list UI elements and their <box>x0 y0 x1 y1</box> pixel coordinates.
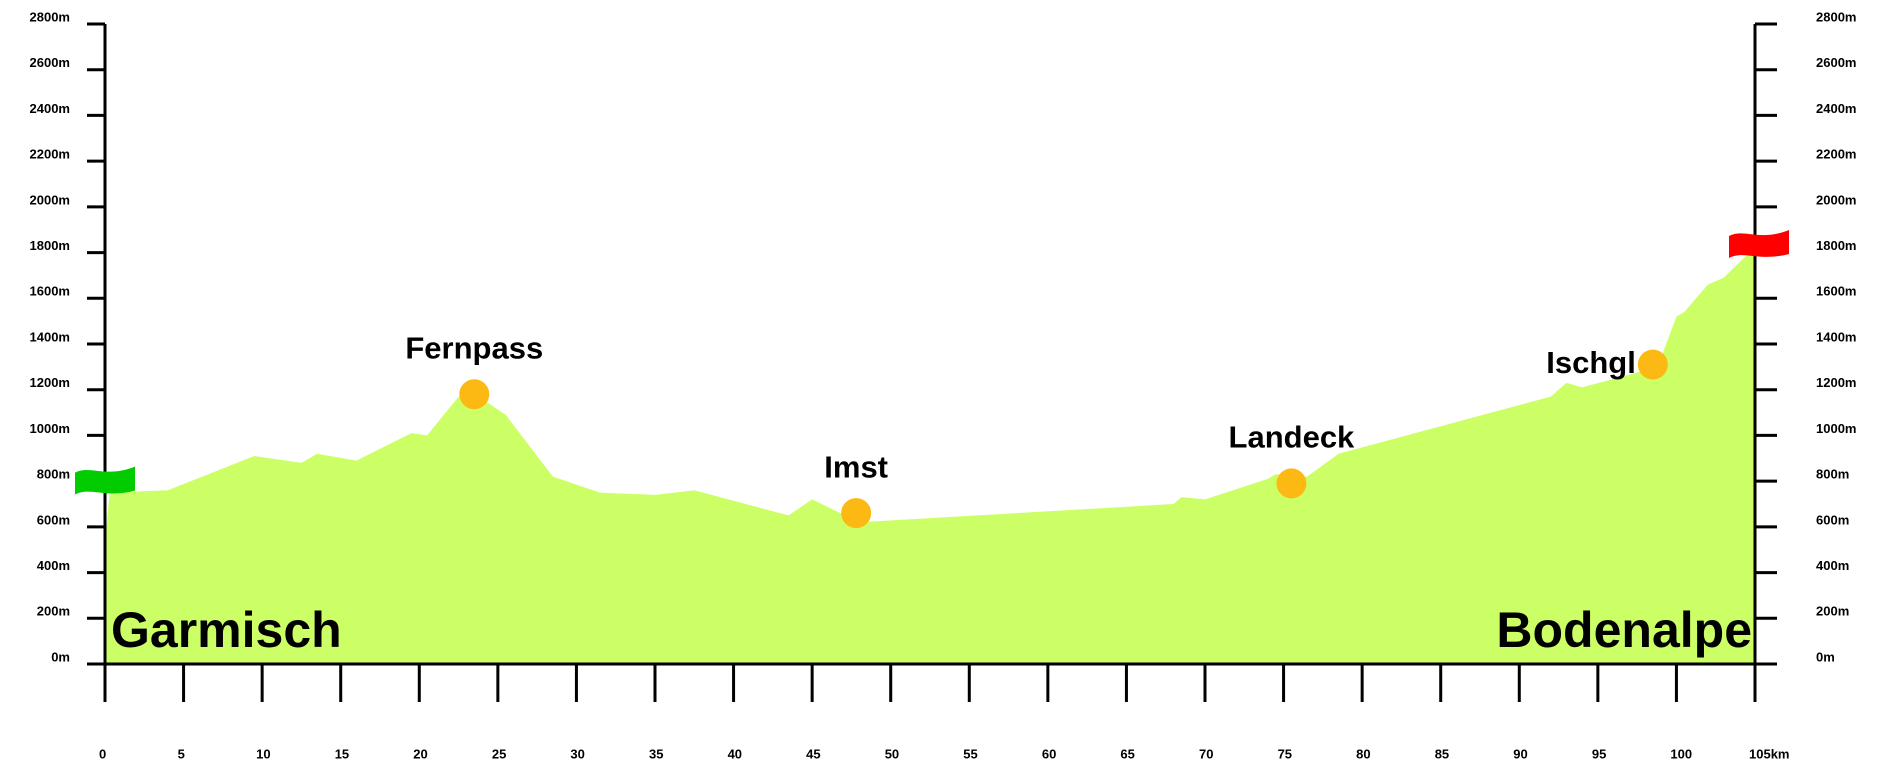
y-tick-label: 1000m <box>30 421 70 436</box>
end-label: Bodenalpe <box>1496 602 1752 658</box>
x-tick-label: 25 <box>492 746 506 761</box>
y2-tick-label: 1800m <box>1816 238 1856 253</box>
x-tick-label: 10 <box>256 746 270 761</box>
y-tick-label: 1600m <box>30 284 70 299</box>
x-tick-label: 85 <box>1435 746 1449 761</box>
y2-tick-label: 600m <box>1816 512 1849 527</box>
y-tick-label: 2400m <box>30 101 70 116</box>
x-tick-label: 80 <box>1356 746 1370 761</box>
y2-tick-label: 1400m <box>1816 329 1856 344</box>
y2-tick-label: 2400m <box>1816 101 1856 116</box>
y2-tick-label: 2000m <box>1816 192 1856 207</box>
x-tick-label: 105km <box>1749 746 1789 761</box>
y-tick-label: 600m <box>37 512 70 527</box>
x-tick-label: 5 <box>178 746 185 761</box>
x-tick-label: 55 <box>963 746 977 761</box>
y-tick-label: 1200m <box>30 375 70 390</box>
x-tick-label: 65 <box>1120 746 1134 761</box>
place-label: Landeck <box>1229 420 1356 455</box>
start-flag <box>75 466 135 495</box>
x-tick-label: 45 <box>806 746 820 761</box>
y-tick-label: 1800m <box>30 238 70 253</box>
y-tick-label: 200m <box>37 604 70 619</box>
y2-tick-label: 2600m <box>1816 55 1856 70</box>
x-tick-label: 35 <box>649 746 663 761</box>
y2-tick-label: 2800m <box>1816 9 1856 24</box>
place-marker <box>1637 349 1668 380</box>
y-tick-label: 0m <box>51 649 70 664</box>
x-tick-label: 15 <box>335 746 349 761</box>
place-marker <box>459 379 490 410</box>
y2-tick-label: 800m <box>1816 467 1849 482</box>
x-tick-label: 50 <box>885 746 899 761</box>
x-tick-label: 60 <box>1042 746 1056 761</box>
y2-tick-label: 200m <box>1816 604 1849 619</box>
y2-tick-label: 0m <box>1816 649 1835 664</box>
x-tick-label: 90 <box>1513 746 1527 761</box>
place-marker <box>1276 468 1307 499</box>
elevation-area <box>105 248 1755 664</box>
y-tick-label: 400m <box>37 558 70 573</box>
y-tick-label: 800m <box>37 467 70 482</box>
x-tick-label: 95 <box>1592 746 1606 761</box>
x-tick-label: 100 <box>1670 746 1692 761</box>
y2-tick-label: 1600m <box>1816 284 1856 299</box>
x-tick-label: 70 <box>1199 746 1213 761</box>
x-tick-label: 30 <box>570 746 584 761</box>
y2-tick-label: 1000m <box>1816 421 1856 436</box>
x-tick-label: 75 <box>1278 746 1292 761</box>
y-tick-label: 2000m <box>30 192 70 207</box>
y2-tick-label: 400m <box>1816 558 1849 573</box>
y-tick-label: 2600m <box>30 55 70 70</box>
x-tick-label: 20 <box>413 746 427 761</box>
y2-tick-label: 2200m <box>1816 147 1856 162</box>
x-tick-label: 40 <box>728 746 742 761</box>
place-marker <box>841 498 872 529</box>
place-label: Ischgl <box>1546 345 1636 380</box>
start-label: Garmisch <box>111 602 342 658</box>
x-tick-label: 0 <box>99 746 106 761</box>
y-tick-label: 1400m <box>30 329 70 344</box>
place-label: Imst <box>824 449 888 484</box>
y-tick-label: 2800m <box>30 9 70 24</box>
y2-tick-label: 1200m <box>1816 375 1856 390</box>
place-label: Fernpass <box>405 330 543 365</box>
end-flag <box>1729 230 1789 258</box>
y-tick-label: 2200m <box>30 147 70 162</box>
